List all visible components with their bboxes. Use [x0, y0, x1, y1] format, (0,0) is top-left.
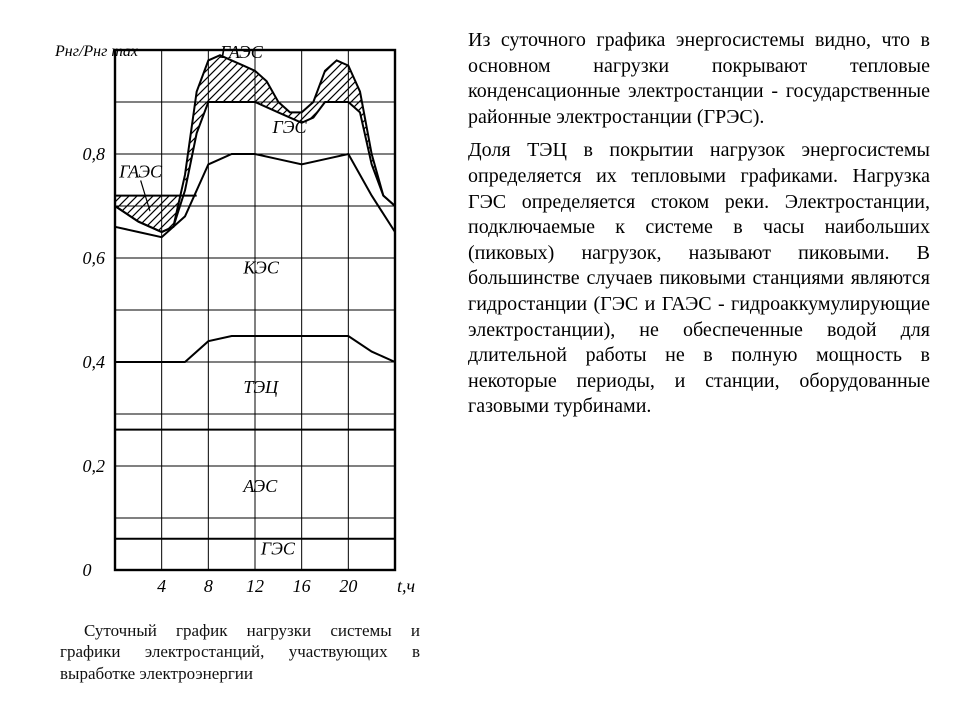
x-axis-label: t,ч [397, 576, 415, 596]
figure-caption: Суточный график нагрузки системы и графи… [60, 620, 420, 684]
band-label-ГЭС_base: ГЭС [260, 538, 296, 558]
x-tick-label: 20 [339, 576, 357, 596]
x-tick-label: 12 [246, 576, 264, 596]
band-label-gaes-store: ГАЭС [118, 161, 163, 181]
daily-load-chart: 0 0,2 0,4 0,6 0,8 4 8 12 16 20 t,ч Pнг/Pнг max ГЭС АЭ… [25, 20, 445, 610]
paragraph-1: Из суточного графика энергосистемы видно… [468, 28, 930, 130]
paragraph-2: Доля ТЭЦ в покрытии нагрузок энергосисте… [468, 138, 930, 420]
y-tick-label: 0 [83, 560, 92, 580]
band-label-АЭС: АЭС [242, 476, 278, 496]
y-tick-label: 0,2 [83, 456, 106, 476]
x-tick-label: 16 [293, 576, 311, 596]
y-axis-label: Pнг/Pнг max [54, 43, 138, 60]
y-tick-label: 0,4 [83, 352, 106, 372]
figure-column: 0 0,2 0,4 0,6 0,8 4 8 12 16 20 t,ч Pнг/Pнг max ГЭС АЭ… [0, 0, 460, 720]
band-label-КЭС: КЭС [242, 258, 280, 278]
text-column: Из суточного графика энергосистемы видно… [460, 0, 960, 720]
x-tick-label: 8 [204, 576, 213, 596]
y-tick-label: 0,6 [83, 248, 106, 268]
band-label-ГАЭС_peak: ГАЭС [219, 42, 264, 62]
band-label-ГЭС_peak: ГЭС [272, 117, 308, 137]
x-tick-label: 4 [157, 576, 166, 596]
y-tick-label: 0,8 [83, 144, 106, 164]
page: 0 0,2 0,4 0,6 0,8 4 8 12 16 20 t,ч Pнг/Pнг max ГЭС АЭ… [0, 0, 960, 720]
chart-container: 0 0,2 0,4 0,6 0,8 4 8 12 16 20 t,ч Pнг/Pнг max ГЭС АЭ… [20, 20, 450, 610]
band-label-ТЭЦ: ТЭЦ [243, 377, 279, 397]
